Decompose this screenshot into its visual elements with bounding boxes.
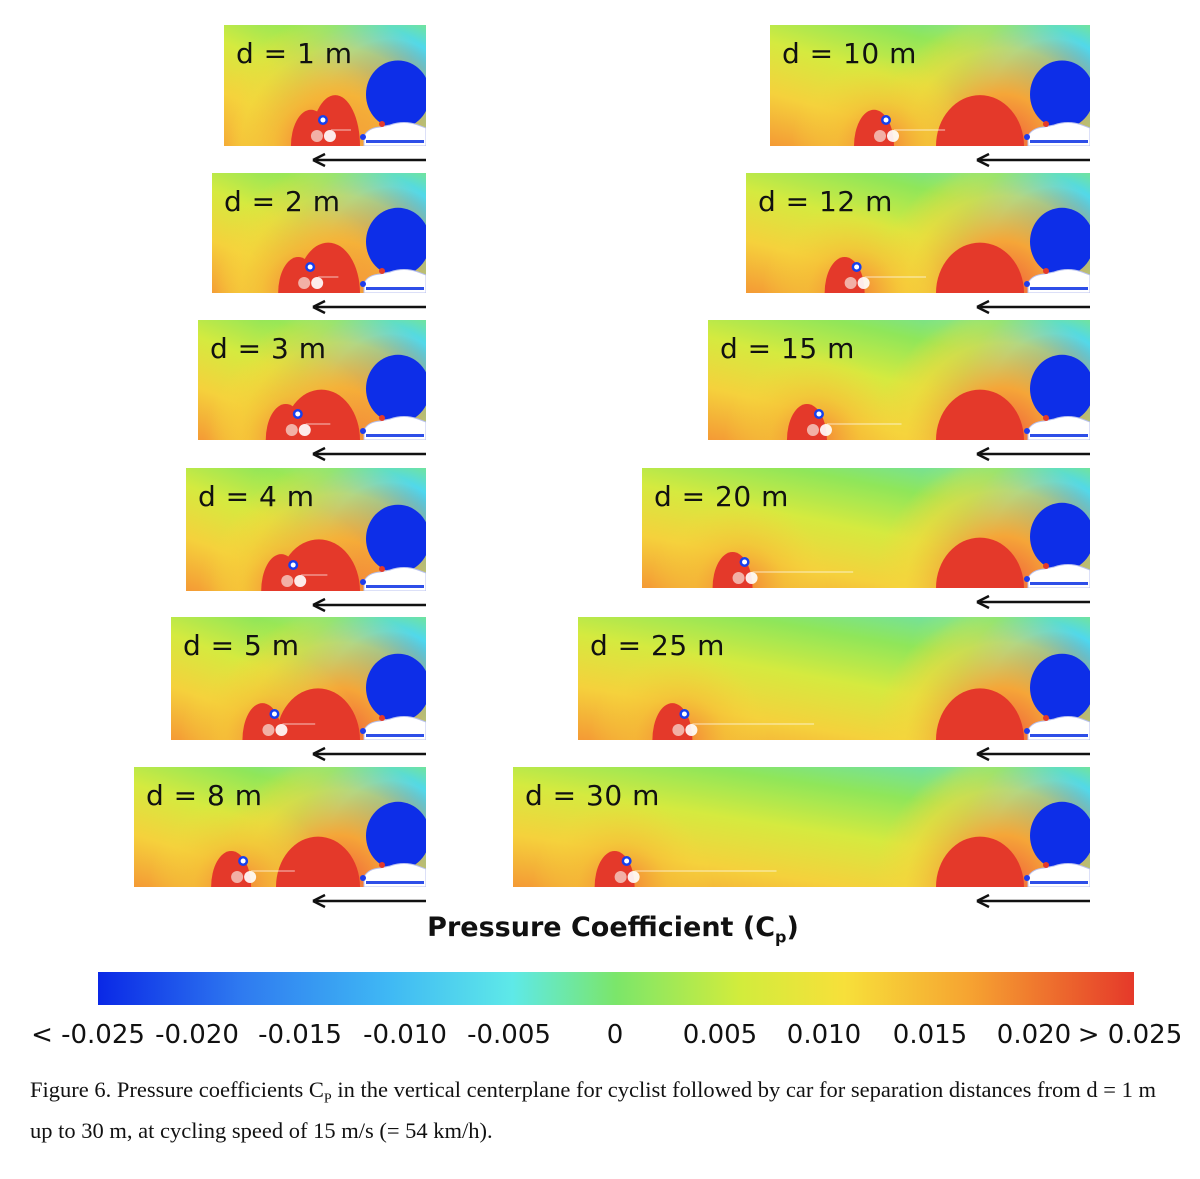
pressure-field bbox=[224, 25, 426, 146]
travel-direction-arrow bbox=[976, 446, 1090, 462]
distance-label: d = 4 m bbox=[198, 480, 315, 513]
cp-field-panel: d = 25 m bbox=[578, 617, 1090, 740]
travel-direction-arrow bbox=[312, 893, 426, 909]
colorbar-tick-label: -0.010 bbox=[363, 1020, 447, 1050]
distance-label: d = 5 m bbox=[183, 629, 300, 662]
colorbar-tick-label: 0.015 bbox=[892, 1020, 968, 1050]
colorbar-tick-label: -0.005 bbox=[467, 1020, 551, 1050]
cp-field-panel: d = 3 m bbox=[198, 320, 426, 440]
pressure-field bbox=[746, 173, 1090, 293]
travel-direction-arrow bbox=[312, 299, 426, 315]
cp-field-panel: d = 12 m bbox=[746, 173, 1090, 293]
pressure-field bbox=[578, 617, 1090, 740]
distance-label: d = 8 m bbox=[146, 779, 263, 812]
distance-label: d = 10 m bbox=[782, 37, 917, 70]
travel-direction-arrow bbox=[976, 152, 1090, 168]
pressure-field bbox=[198, 320, 426, 440]
cp-field-panel: d = 10 m bbox=[770, 25, 1090, 146]
distance-label: d = 1 m bbox=[236, 37, 353, 70]
colorbar-tick-label: < -0.025 bbox=[31, 1020, 145, 1050]
cp-field-panel: d = 5 m bbox=[171, 617, 426, 740]
travel-direction-arrow bbox=[976, 594, 1090, 610]
cp-field-panel: d = 1 m bbox=[224, 25, 426, 146]
colorbar-title: Pressure Coefficient (Cp) bbox=[427, 912, 799, 947]
colorbar-tick-label: 0.020 bbox=[996, 1020, 1072, 1050]
distance-label: d = 20 m bbox=[654, 480, 789, 513]
colorbar-tick-label: 0.010 bbox=[786, 1020, 862, 1050]
distance-label: d = 2 m bbox=[224, 185, 341, 218]
travel-direction-arrow bbox=[976, 893, 1090, 909]
distance-label: d = 15 m bbox=[720, 332, 855, 365]
travel-direction-arrow bbox=[312, 746, 426, 762]
pressure-field bbox=[134, 767, 426, 887]
pressure-field bbox=[770, 25, 1090, 146]
pressure-field bbox=[513, 767, 1090, 887]
distance-label: d = 3 m bbox=[210, 332, 327, 365]
cp-field-panel: d = 20 m bbox=[642, 468, 1090, 588]
cp-field-panel: d = 8 m bbox=[134, 767, 426, 887]
cp-field-panel: d = 30 m bbox=[513, 767, 1090, 887]
colorbar bbox=[98, 972, 1134, 1005]
colorbar-tick-label: -0.015 bbox=[258, 1020, 342, 1050]
colorbar-tick-label: 0 bbox=[606, 1020, 624, 1050]
pressure-field bbox=[171, 617, 426, 740]
colorbar-tick-label: 0.005 bbox=[682, 1020, 758, 1050]
colorbar-tick-label: -0.020 bbox=[155, 1020, 239, 1050]
travel-direction-arrow bbox=[312, 152, 426, 168]
travel-direction-arrow bbox=[976, 746, 1090, 762]
pressure-field bbox=[212, 173, 426, 293]
cp-field-panel: d = 15 m bbox=[708, 320, 1090, 440]
colorbar-tick-label: > 0.025 bbox=[1077, 1020, 1183, 1050]
pressure-field bbox=[642, 468, 1090, 588]
distance-label: d = 25 m bbox=[590, 629, 725, 662]
travel-direction-arrow bbox=[312, 446, 426, 462]
distance-label: d = 30 m bbox=[525, 779, 660, 812]
pressure-field bbox=[186, 468, 426, 591]
figure-caption: Figure 6. Pressure coefficients CP in th… bbox=[30, 1077, 1156, 1143]
distance-label: d = 12 m bbox=[758, 185, 893, 218]
pressure-field bbox=[708, 320, 1090, 440]
cp-field-panel: d = 2 m bbox=[212, 173, 426, 293]
travel-direction-arrow bbox=[312, 597, 426, 613]
cp-field-panel: d = 4 m bbox=[186, 468, 426, 591]
travel-direction-arrow bbox=[976, 299, 1090, 315]
